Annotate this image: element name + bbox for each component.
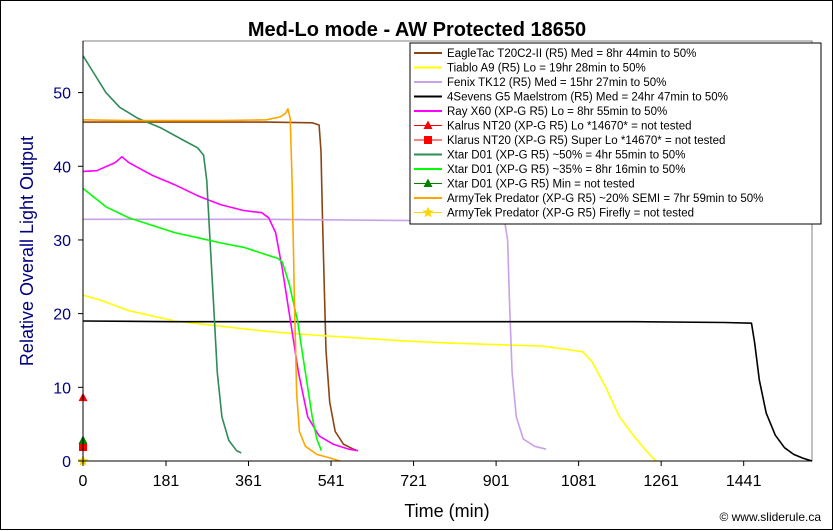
series-line-11	[82, 108, 341, 462]
legend: EagleTac T20C2-II (R5) Med = 8hr 44min t…	[409, 42, 822, 225]
series-lines	[82, 55, 813, 462]
legend-entry-label: Xtar D01 (XP-G R5) ~35% = 8hr 16min to 5…	[447, 164, 685, 176]
legend-marker	[423, 178, 433, 187]
x-tick-label: 0	[79, 473, 88, 490]
y-tick-label: 10	[53, 380, 71, 397]
series-line-9	[82, 187, 323, 451]
x-tick-label: 541	[318, 473, 345, 490]
legend-entry-label: 4Sevens G5 Maelstrom (R5) Med = 24hr 47m…	[447, 92, 728, 104]
legend-entry-label: Ray X60 (XP-G R5) Lo = 8hr 55min to 50%	[447, 106, 667, 118]
x-axis-title: Time (min)	[404, 501, 489, 521]
credit-text: © www.sliderule.ca	[719, 510, 821, 524]
x-tick-label: 721	[400, 473, 427, 490]
y-tick-label: 0	[62, 454, 71, 471]
x-tick-label: 1081	[561, 473, 597, 490]
y-tick-label: 30	[53, 233, 71, 250]
x-tick-label: 901	[483, 473, 510, 490]
legend-entry-label: Kalrus NT20 (XP-G R5) Lo *14670* = not t…	[447, 121, 692, 133]
series-line-3	[83, 218, 547, 450]
y-axis-title: Relative Overall Light Output	[17, 136, 37, 366]
legend-marker	[422, 206, 434, 218]
x-tick-label: 181	[153, 473, 180, 490]
y-tick-label: 20	[53, 307, 71, 324]
legend-marker	[424, 136, 432, 144]
series-line-2	[82, 294, 657, 462]
legend-entry-label: ArmyTek Predator (XP-G R5) ~20% SEMI = 7…	[447, 193, 763, 205]
legend-entry-label: Tiablo A9 (R5) Lo = 19hr 28min to 50%	[447, 63, 646, 75]
x-tick-label: 1261	[643, 473, 679, 490]
legend-entry-label: Fenix TK12 (R5) Med = 15hr 27min to 50%	[447, 77, 666, 89]
x-axis: 0 181 361 541 721 901 1081 1261 1441	[79, 460, 812, 490]
y-axis: 0 10 20 30 40 50	[53, 41, 84, 471]
y-tick-label: 50	[53, 86, 71, 103]
series-line-4	[82, 320, 813, 462]
y-tick-label: 40	[53, 159, 71, 176]
legend-marker	[423, 120, 433, 129]
legend-entry-label: Xtar D01 (XP-G R5) ~50% = 4hr 55min to 5…	[447, 150, 685, 162]
series-line-8	[82, 55, 242, 454]
legend-entry-label: ArmyTek Predator (XP-G R5) Firefly = not…	[447, 208, 694, 220]
legend-entry-label: Xtar D01 (XP-G R5) Min = not tested	[447, 179, 635, 191]
legend-entry-label: Klarus NT20 (XP-G R5) Super Lo *14670* =…	[447, 135, 725, 147]
legend-entry-label: EagleTac T20C2-II (R5) Med = 8hr 44min t…	[447, 48, 696, 60]
legend-box	[409, 42, 822, 225]
x-tick-label: 1441	[726, 473, 762, 490]
series-line-1	[83, 121, 357, 451]
chart-title: Med-Lo mode - AW Protected 18650	[248, 19, 586, 41]
x-tick-label: 361	[235, 473, 262, 490]
